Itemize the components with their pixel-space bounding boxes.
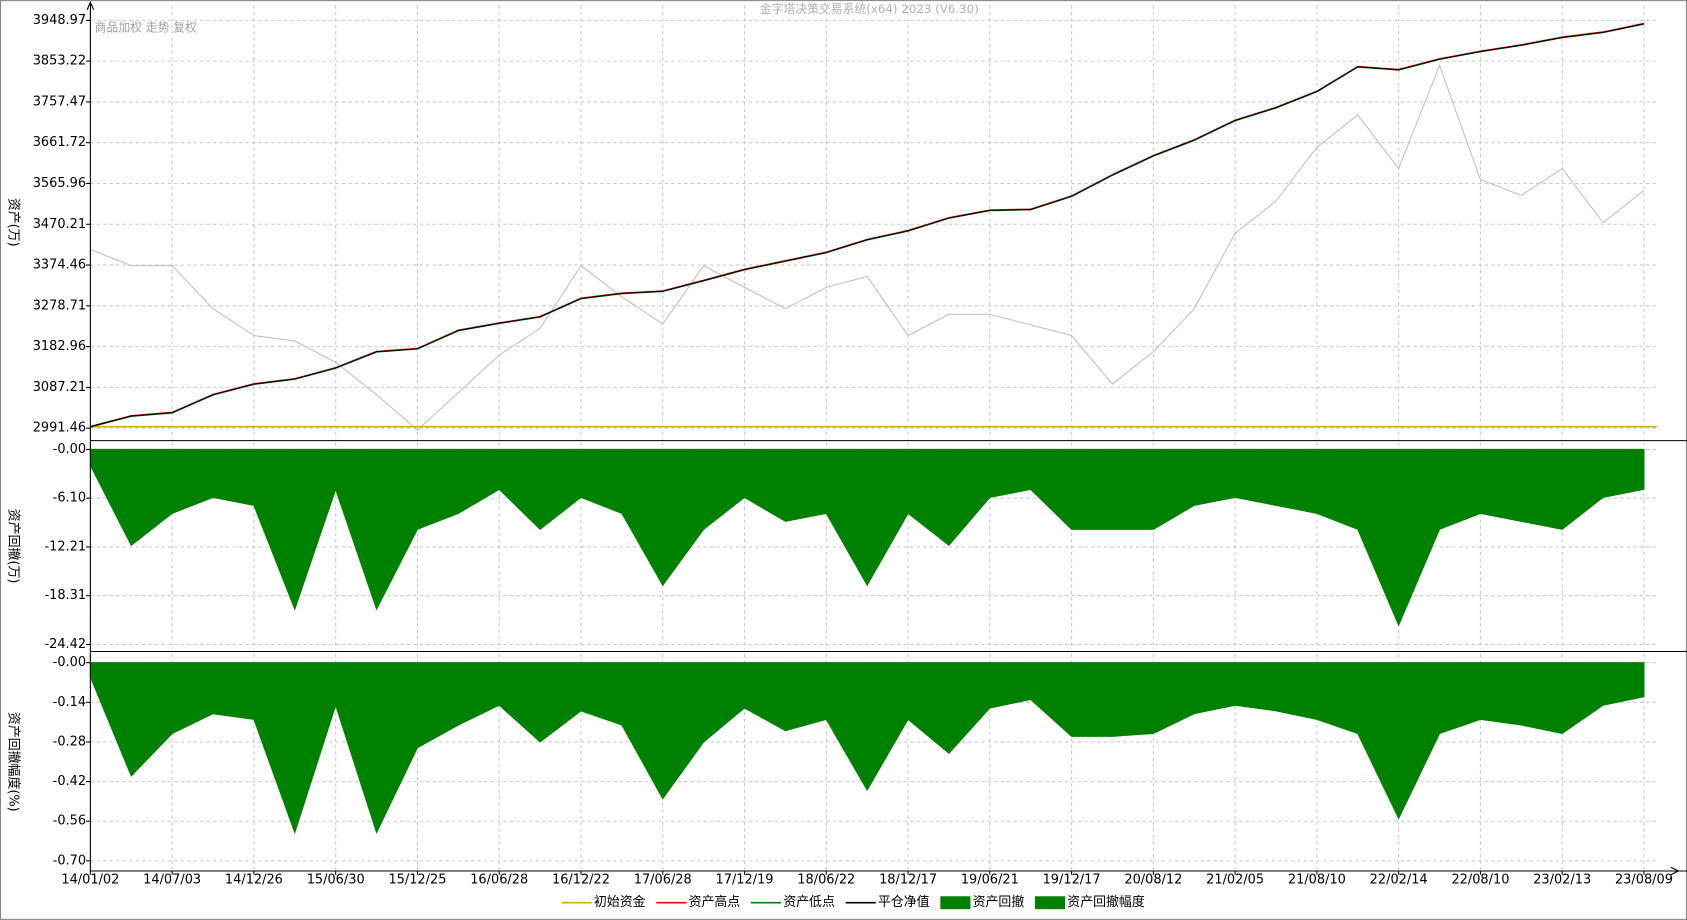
x-tick-label: 19/12/17: [1043, 873, 1101, 888]
x-tick-label: 22/08/10: [1451, 873, 1509, 888]
legend-label: 平仓净值: [878, 894, 930, 910]
x-tick-label: 21/02/05: [1206, 873, 1264, 888]
x-tick-label: 20/08/12: [1124, 873, 1182, 888]
y-tick-label: -18.31: [44, 588, 86, 603]
x-tick-label: 14/12/26: [225, 873, 283, 888]
legend-swatch: [1035, 896, 1066, 910]
y-tick-label: -24.42: [44, 637, 86, 652]
y-tick-label: -6.10: [53, 491, 86, 506]
x-tick-label: 16/06/28: [470, 873, 528, 888]
y-tick-label: -0.14: [53, 695, 86, 710]
x-tick-label: 21/08/10: [1288, 873, 1346, 888]
y-tick-label: -12.21: [44, 539, 86, 554]
axis-arrow: [86, 0, 95, 10]
y-axis-title: 资产回撤幅度(%): [5, 712, 21, 812]
y-tick-label: 3565.96: [33, 176, 86, 191]
x-tick-label: 14/01/02: [61, 873, 119, 888]
y-tick-label: 3948.97: [33, 13, 86, 28]
drawdown-area: [89, 662, 1645, 835]
y-tick-label: -0.70: [53, 853, 86, 868]
y-tick-label: 3757.47: [33, 94, 86, 109]
y-tick-label: -0.56: [53, 814, 86, 829]
y-tick-label: 3278.71: [33, 298, 86, 313]
y-tick-label: 2991.46: [33, 421, 86, 436]
x-tick-label: 23/08/09: [1615, 873, 1673, 888]
x-tick-label: 22/02/14: [1370, 873, 1428, 888]
x-tick-label: 23/02/13: [1533, 873, 1591, 888]
legend-label: 资产回撤: [973, 894, 1025, 910]
legend-label: 资产回撤幅度: [1067, 894, 1145, 910]
legend-swatch: [940, 896, 971, 910]
y-tick-label: 3374.46: [33, 258, 86, 273]
x-tick-label: 16/12/22: [552, 873, 610, 888]
axis-arrow: [1670, 866, 1680, 876]
x-tick-label: 18/12/17: [879, 873, 937, 888]
y-axis-title: 资产(万): [5, 198, 20, 247]
y-tick-label: -0.28: [53, 734, 86, 749]
y-tick-label: -0.00: [53, 655, 86, 670]
x-tick-label: 19/06/21: [961, 873, 1019, 888]
y-tick-label: -0.42: [53, 774, 86, 789]
x-tick-label: 15/12/25: [388, 873, 446, 888]
x-tick-label: 17/06/28: [634, 873, 692, 888]
x-tick-label: 18/06/22: [797, 873, 855, 888]
series-line: [90, 63, 1645, 431]
y-tick-label: 3182.96: [33, 339, 86, 354]
legend-label: 资产高点: [689, 894, 741, 910]
y-tick-label: 3853.22: [33, 54, 86, 69]
x-tick-label: 17/12/19: [716, 873, 774, 888]
legend-label: 资产低点: [783, 895, 835, 910]
chart-subtitle: 商品加权 走势 复权: [95, 21, 197, 35]
x-tick-label: 15/06/30: [307, 873, 365, 888]
legend-label: 初始资金: [594, 894, 646, 910]
y-tick-label: -0.00: [53, 442, 86, 457]
drawdown-area: [89, 448, 1645, 627]
x-tick-label: 14/07/03: [143, 873, 201, 888]
y-axis-title: 资产回撤(万): [5, 509, 21, 584]
y-tick-label: 3470.21: [33, 217, 86, 232]
series-line: [90, 23, 1645, 428]
y-tick-label: 3087.21: [33, 380, 86, 395]
y-tick-label: 3661.72: [33, 135, 86, 150]
chart-title: 金字塔决策交易系统(x64) 2023 (V6.30): [760, 2, 979, 16]
